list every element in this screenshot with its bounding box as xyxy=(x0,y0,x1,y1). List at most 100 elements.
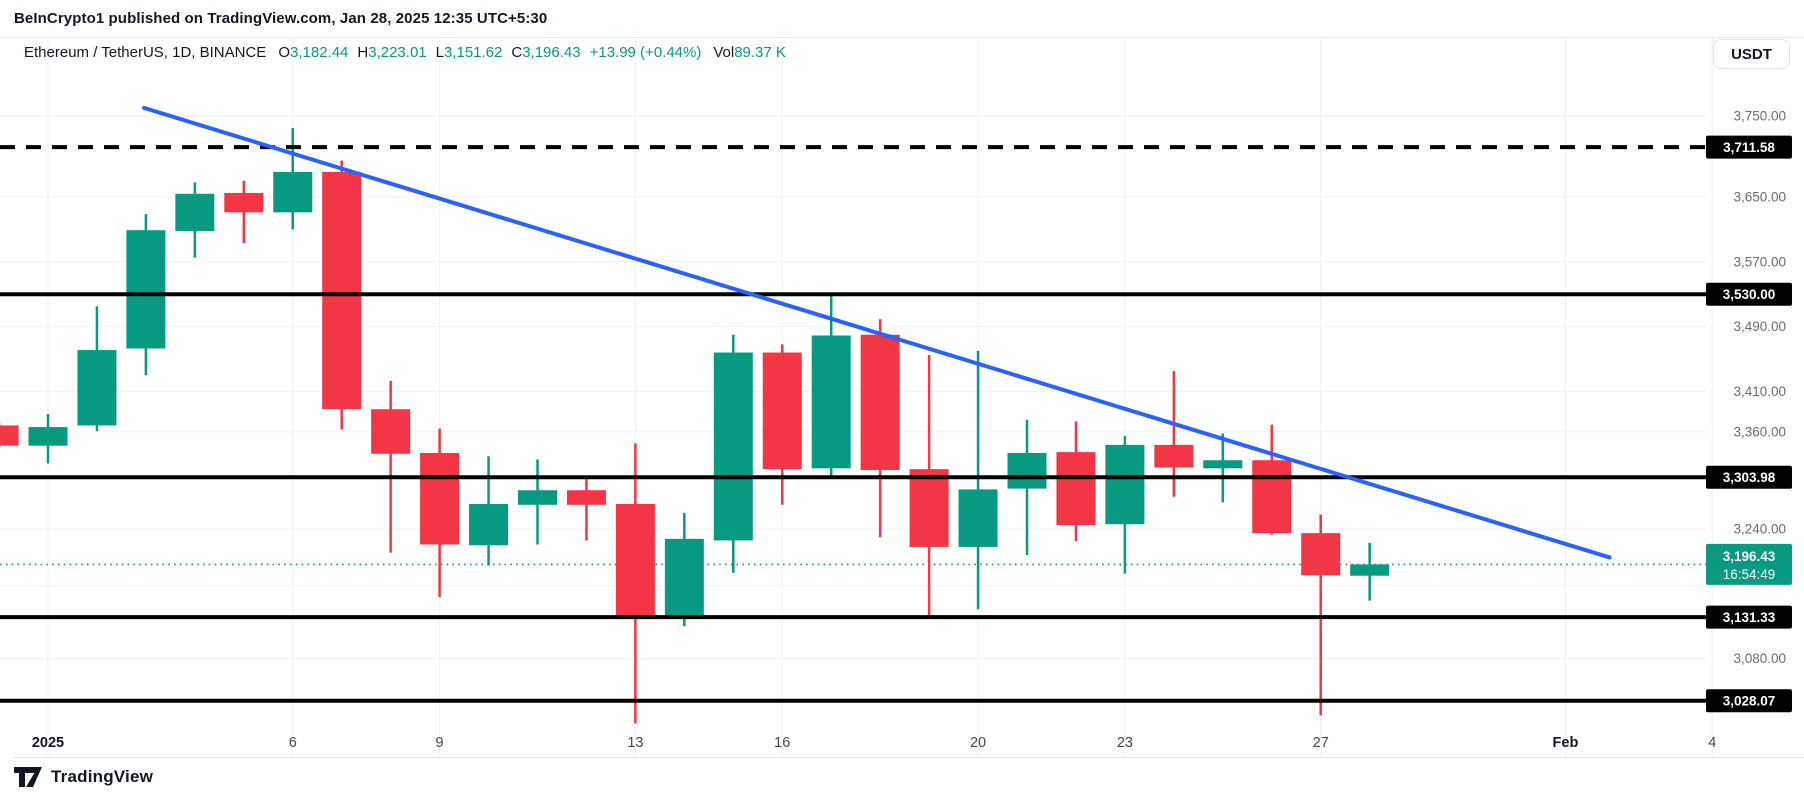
time-axis-label: 6 xyxy=(289,735,297,751)
candle-jan-6 xyxy=(273,128,313,230)
candle-jan-11 xyxy=(518,459,557,545)
candle-body xyxy=(811,335,851,469)
candle-body xyxy=(322,171,362,410)
price-axis-label: 3,570.00 xyxy=(1733,254,1786,269)
candle-body xyxy=(958,489,998,547)
candle-dec-31 xyxy=(0,422,19,449)
candle-body xyxy=(175,193,215,232)
candle-body xyxy=(518,490,557,505)
candle-body xyxy=(273,171,313,213)
time-axis-label: 27 xyxy=(1313,735,1329,751)
current-price-badge-value: 3,196.43 xyxy=(1723,549,1776,564)
price-axis-label: 3,080.00 xyxy=(1733,651,1786,666)
time-axis-label: 23 xyxy=(1117,735,1133,751)
candle-jan-9 xyxy=(420,428,460,598)
price-axis-label: 3,750.00 xyxy=(1733,109,1786,124)
tradingview-logo-icon xyxy=(14,767,42,787)
level-price-badge xyxy=(1706,689,1792,713)
price-axis-label: 3,650.00 xyxy=(1733,190,1786,205)
candle-jan-16 xyxy=(762,344,802,505)
chart-legend: Ethereum / TetherUS, 1D, BINANCE O3,182.4… xyxy=(24,44,795,61)
candle-body xyxy=(664,538,704,616)
candle-body xyxy=(1007,452,1047,489)
candle-jan-12 xyxy=(566,476,606,541)
candle-jan-21 xyxy=(1007,419,1047,556)
price-axis-label: 3,240.00 xyxy=(1733,522,1786,537)
candle-jan-23 xyxy=(1105,435,1145,574)
level-price-badge-label: 3,530.00 xyxy=(1723,287,1776,302)
time-axis-label: 13 xyxy=(627,735,643,751)
ohlc-open: O3,182.44 xyxy=(278,44,349,61)
level-price-badge-label: 3,028.07 xyxy=(1723,694,1776,709)
candle-jan-22 xyxy=(1056,421,1096,542)
time-axis-label: Feb xyxy=(1553,735,1579,751)
level-price-badge xyxy=(1706,465,1792,489)
candle-jan-14 xyxy=(664,512,704,627)
level-price-badge xyxy=(1706,605,1792,629)
ohlc-close: C3,196.43 xyxy=(511,44,581,61)
candle-body xyxy=(371,409,411,454)
candle-jan-10 xyxy=(469,456,509,566)
candle-body xyxy=(28,427,68,446)
currency-toggle-button[interactable]: USDT xyxy=(1713,39,1790,69)
candle-jan-17 xyxy=(811,293,851,477)
price-axis-label: 3,490.00 xyxy=(1733,319,1786,334)
candle-body xyxy=(126,230,166,349)
candle-body xyxy=(469,503,509,546)
symbol-title: Ethereum / TetherUS, 1D, BINANCE xyxy=(24,44,267,61)
price-axis-label: 3,360.00 xyxy=(1733,424,1786,439)
candle-jan-2 xyxy=(77,306,117,432)
bar-countdown-timer: 16:54:49 xyxy=(1723,567,1776,582)
volume-readout: Vol89.37 K xyxy=(713,44,786,61)
candle-body xyxy=(420,452,460,545)
candle-jan-25 xyxy=(1203,433,1243,503)
price-change: +13.99 (+0.44%) xyxy=(589,44,702,61)
time-axis-label: 4 xyxy=(1708,735,1716,751)
candle-body xyxy=(713,352,753,541)
candle-body xyxy=(1350,564,1390,576)
candle-jan-20 xyxy=(958,350,998,610)
candle-body xyxy=(0,425,19,446)
candle-body xyxy=(224,192,264,213)
level-price-badge-label: 3,711.58 xyxy=(1723,140,1775,155)
attribution-bar: BeInCrypto1 published on TradingView.com… xyxy=(0,0,1804,37)
candle-jan-13 xyxy=(615,443,655,724)
tradingview-logo[interactable]: TradingView xyxy=(14,766,153,788)
footer-separator xyxy=(13,757,1804,758)
candle-jan-28 xyxy=(1350,542,1390,601)
tradingview-logo-text: TradingView xyxy=(51,767,154,786)
candle-body xyxy=(860,334,900,470)
candle-body xyxy=(615,503,655,616)
candle-jan-5 xyxy=(224,180,264,244)
candle-jan-27 xyxy=(1301,514,1341,716)
current-price-badge xyxy=(1706,543,1792,585)
candle-body xyxy=(1203,460,1243,469)
trendline[interactable] xyxy=(141,105,1612,560)
candle-body xyxy=(1301,533,1341,576)
candle-jan-26 xyxy=(1252,424,1292,535)
ohlc-high: H3,223.01 xyxy=(357,44,427,61)
pane-top-border xyxy=(0,37,1804,38)
time-axis-label: 20 xyxy=(970,735,986,751)
candle-jan-1 xyxy=(28,414,68,464)
candle-jan-8 xyxy=(371,380,411,553)
level-price-badge-label: 3,131.33 xyxy=(1723,610,1776,625)
candle-body xyxy=(566,490,606,505)
candle-body xyxy=(1056,452,1096,526)
candle-body xyxy=(762,352,802,470)
candle-body xyxy=(909,469,949,547)
attribution-text: BeInCrypto1 published on TradingView.com… xyxy=(14,10,548,27)
candle-jan-18 xyxy=(860,319,900,538)
candle-jan-4 xyxy=(175,182,215,258)
time-axis-label: 16 xyxy=(774,735,790,751)
ohlc-low: L3,151.62 xyxy=(435,44,503,61)
candle-jan-7 xyxy=(322,160,362,430)
level-price-badge-label: 3,303.98 xyxy=(1723,470,1776,485)
currency-toggle-label: USDT xyxy=(1731,45,1772,63)
price-axis-label: 3,410.00 xyxy=(1733,384,1786,399)
level-price-badge xyxy=(1706,135,1792,159)
candle-body xyxy=(1105,444,1145,525)
candle-body xyxy=(1252,460,1292,534)
candle-body xyxy=(1154,444,1194,468)
